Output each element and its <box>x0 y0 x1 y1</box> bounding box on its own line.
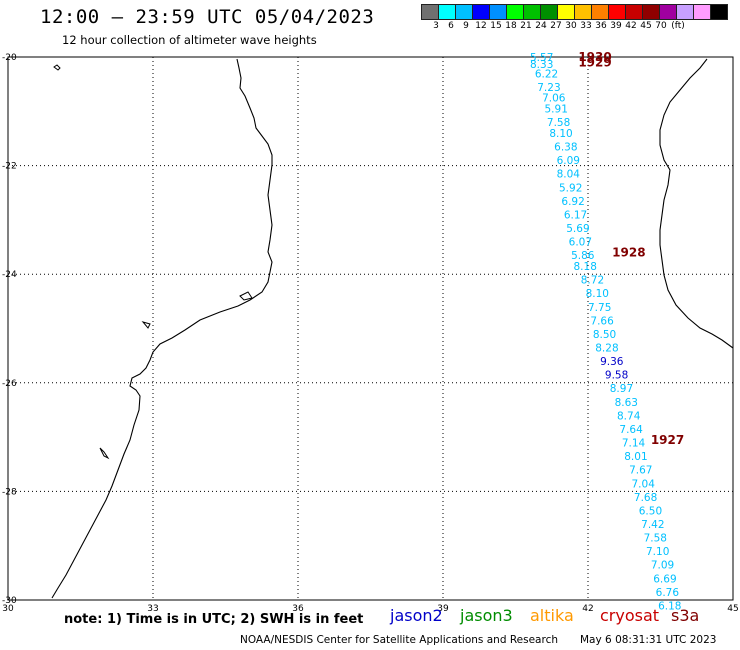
lat-tick-label: -26 <box>2 379 17 389</box>
swh-value-label: 6.76 <box>656 587 680 599</box>
color-scale-tick: 42 <box>625 21 637 31</box>
lake-shoreline <box>53 64 61 71</box>
mozambique-coastline <box>51 58 273 599</box>
swh-value-label: 8.74 <box>617 410 641 422</box>
lat-tick-label: -20 <box>2 53 17 63</box>
lon-tick-label: 33 <box>147 604 158 614</box>
swh-value-label: 8.01 <box>624 451 647 463</box>
swh-value-label: 5.86 <box>571 250 595 262</box>
swh-value-label: 7.09 <box>651 560 674 572</box>
swh-value-label: 8.28 <box>595 343 618 355</box>
lon-tick-label: 45 <box>727 604 738 614</box>
color-scale-tick: 70 <box>655 21 667 31</box>
swh-value-label: 7.64 <box>619 424 643 436</box>
lat-tick-label: -28 <box>2 487 17 497</box>
color-scale-tick: 27 <box>550 21 562 31</box>
swh-value-label: 8.72 <box>581 275 604 287</box>
lon-tick-label: 42 <box>582 604 593 614</box>
pass-time-label: 1927 <box>651 433 684 447</box>
swh-value-label: 8.04 <box>557 169 581 181</box>
color-scale-tick: 15 <box>490 21 502 31</box>
color-scale-tick: 9 <box>463 21 469 31</box>
color-scale-bar <box>421 4 728 20</box>
footer-timestamp: May 6 08:31:31 UTC 2023 <box>580 634 717 646</box>
color-scale-tick: 30 <box>565 21 577 31</box>
madagascar-coastline <box>659 58 734 349</box>
swh-value-label: 7.04 <box>632 478 656 490</box>
footer-credit: NOAA/NESDIS Center for Satellite Applica… <box>240 634 558 646</box>
swh-value-label: 7.23 <box>537 82 560 94</box>
swh-value-label: 7.06 <box>542 93 566 105</box>
color-scale-tick: 36 <box>595 21 607 31</box>
satellite-legend-jason2: jason2 <box>390 606 443 625</box>
satellite-legend-altika: altika <box>530 606 574 625</box>
swh-value-label: 6.07 <box>569 237 592 249</box>
swh-value-label: 5.91 <box>545 104 568 116</box>
swh-value-label: 6.22 <box>535 68 558 80</box>
swh-value-label: 6.92 <box>561 196 584 208</box>
color-scale-tick: 45 <box>640 21 652 31</box>
swh-value-label: 6.69 <box>653 573 676 585</box>
axis-tick-labels: 30 33 36 39 42 45 -20 -22 -24 -26 -28 -30 <box>2 53 739 614</box>
swh-value-label: 6.18 <box>658 600 681 612</box>
lon-tick-label: 39 <box>437 604 449 614</box>
color-scale-tick: (ft) <box>671 21 685 31</box>
swh-value-label: 7.10 <box>646 546 669 558</box>
swh-value-label: 5.57 <box>530 52 553 64</box>
swh-value-label: 9.58 <box>605 370 628 382</box>
color-scale-tick: 21 <box>520 21 532 31</box>
swh-value-label: 8.18 <box>574 261 597 273</box>
swh-value-label: 8.63 <box>615 397 638 409</box>
swh-value-label: 7.42 <box>641 519 664 531</box>
lat-tick-label: -24 <box>2 270 17 280</box>
swh-value-label: 6.09 <box>557 155 580 167</box>
satellite-legend-cryosat: cryosat <box>600 606 660 625</box>
small-lake-2 <box>141 321 151 329</box>
swh-value-label: 8.50 <box>593 329 616 341</box>
color-scale-tick: 18 <box>505 21 517 31</box>
lat-lon-grid <box>7 56 734 601</box>
swh-value-label: 5.69 <box>566 223 589 235</box>
map-subtitle: 12 hour collection of altimeter wave hei… <box>62 33 317 47</box>
swh-value-label: 8.33 <box>530 59 553 71</box>
color-scale-tick: 6 <box>448 21 454 31</box>
swh-value-label: 7.66 <box>590 315 614 327</box>
swh-value-label: 7.75 <box>588 302 611 314</box>
swh-value-label: 6.38 <box>554 142 577 154</box>
color-scale-tick: 12 <box>475 21 487 31</box>
swh-value-label: 7.14 <box>622 438 646 450</box>
swh-value-label: 6.17 <box>564 209 587 221</box>
pass-time-label: 1928 <box>612 245 645 259</box>
satellite-legend-s3a: s3a <box>671 606 700 625</box>
pass-time-label: 1929 <box>578 55 611 69</box>
swh-value-label: 7.58 <box>547 117 570 129</box>
lon-tick-label: 30 <box>2 604 14 614</box>
color-scale-tick: 24 <box>535 21 547 31</box>
color-scale-tick: 39 <box>610 21 622 31</box>
color-scale-tick: 3 <box>433 21 439 31</box>
lat-tick-label: -22 <box>2 162 17 172</box>
swh-value-label: 7.58 <box>644 533 667 545</box>
swh-value-label: 9.36 <box>600 356 624 368</box>
swh-value-label: 8.97 <box>610 383 633 395</box>
small-lake-3 <box>239 291 253 301</box>
color-scale-tick: 33 <box>580 21 592 31</box>
small-lake-1 <box>99 447 110 460</box>
swh-value-label: 6.50 <box>639 505 662 517</box>
swh-value-label: 7.67 <box>629 465 652 477</box>
swh-value-label: 8.10 <box>549 128 572 140</box>
satellite-legend-jason3: jason3 <box>460 606 513 625</box>
swh-value-label: 5.92 <box>559 182 582 194</box>
swh-value-label: 7.68 <box>634 492 657 504</box>
pass-time-label: 1930 <box>578 50 611 64</box>
map-title: 12:00 – 23:59 UTC 05/04/2023 <box>40 6 375 28</box>
map-frame <box>7 56 734 601</box>
swh-value-label: 8.10 <box>586 288 609 300</box>
legend-note: note: 1) Time is in UTC; 2) SWH is in fe… <box>64 612 364 627</box>
lat-tick-label: -30 <box>2 596 17 606</box>
lon-tick-label: 36 <box>292 604 304 614</box>
color-swatch <box>710 4 728 20</box>
